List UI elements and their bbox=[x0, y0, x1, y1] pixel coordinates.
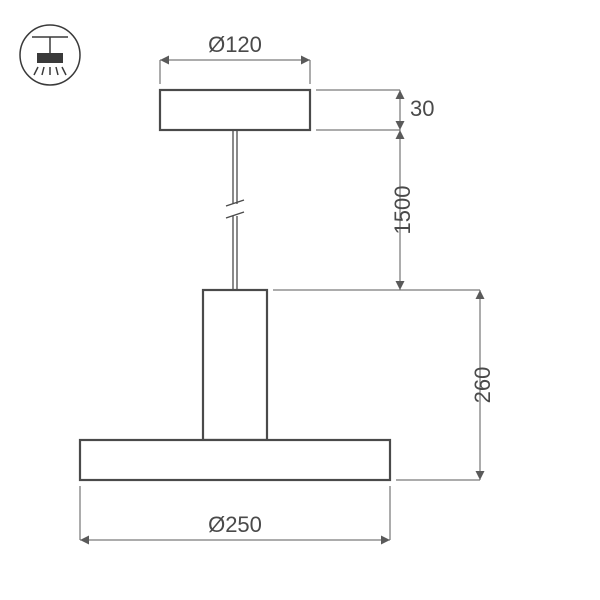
dimension-drawing: Ø120 Ø250 30 1500 260 bbox=[0, 0, 600, 600]
canopy bbox=[160, 90, 310, 130]
dim-cable-length: 1500 bbox=[390, 186, 415, 235]
disc bbox=[80, 440, 390, 480]
dim-disc-diameter: Ø250 bbox=[208, 512, 262, 537]
stem bbox=[203, 290, 267, 440]
dim-canopy-height: 30 bbox=[410, 96, 434, 121]
dim-canopy-diameter: Ø120 bbox=[208, 32, 262, 57]
dim-fixture-height: 260 bbox=[470, 367, 495, 404]
